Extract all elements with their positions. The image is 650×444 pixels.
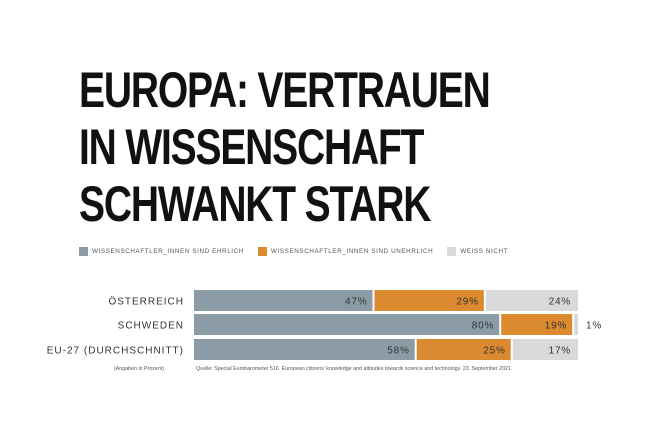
category-label: SCHWEDEN — [118, 321, 184, 332]
category-label: ÖSTERREICH — [108, 296, 184, 308]
legend-swatch-honest — [79, 247, 88, 256]
source-note: Quelle: Special Eurobarometer 516. Europ… — [196, 366, 513, 372]
legend-item-dishonest: WISSENSCHAFTLER_INNEN SIND UNEHRLICH — [257, 247, 434, 256]
data-label: 47% — [345, 297, 367, 308]
legend-label: WEISS NICHT — [460, 248, 509, 255]
legend-swatch-dishonest — [257, 247, 267, 256]
bar-segment — [194, 290, 373, 311]
data-label: 1% — [586, 321, 602, 332]
legend-item-honest: WISSENSCHAFTLER_INNEN SIND EHRLICH — [79, 247, 244, 256]
chart-title-line: IN WISSENSCHAFT — [79, 119, 424, 175]
chart-legend: WISSENSCHAFTLER_INNEN SIND EHRLICH WISSE… — [79, 247, 508, 256]
category-label: EU-27 (DURCHSCHNITT) — [47, 346, 184, 357]
bar-segment — [194, 314, 500, 335]
data-label: 19% — [545, 321, 567, 332]
bar-segment — [574, 314, 578, 335]
legend-label: WISSENSCHAFTLER_INNEN SIND UNEHRLICH — [270, 248, 434, 255]
bar-segment — [501, 314, 573, 335]
bar-segment — [485, 290, 578, 311]
bar-segment — [374, 290, 484, 311]
data-label: 58% — [387, 346, 409, 357]
data-label: 24% — [549, 297, 571, 308]
legend-item-dontknow: WEISS NICHT — [447, 247, 508, 256]
data-label: 17% — [549, 346, 571, 357]
bar-segment — [512, 339, 578, 360]
chart-title: EUROPA: VERTRAUEN IN WISSENSCHAFT SCHWAN… — [79, 62, 491, 233]
data-label: 80% — [472, 321, 494, 332]
chart-title-line: EUROPA: VERTRAUEN — [79, 62, 491, 118]
legend-swatch-dontknow — [447, 247, 457, 256]
legend-label: WISSENSCHAFTLER_INNEN SIND EHRLICH — [92, 248, 244, 255]
unit-note: (Angaben in Prozent) — [114, 366, 165, 372]
data-label: 29% — [456, 297, 478, 308]
data-label: 25% — [483, 346, 505, 357]
chart-title-line: SCHWANKT STARK — [79, 176, 431, 232]
bar-segment — [194, 339, 415, 360]
bar-segment — [416, 339, 511, 360]
